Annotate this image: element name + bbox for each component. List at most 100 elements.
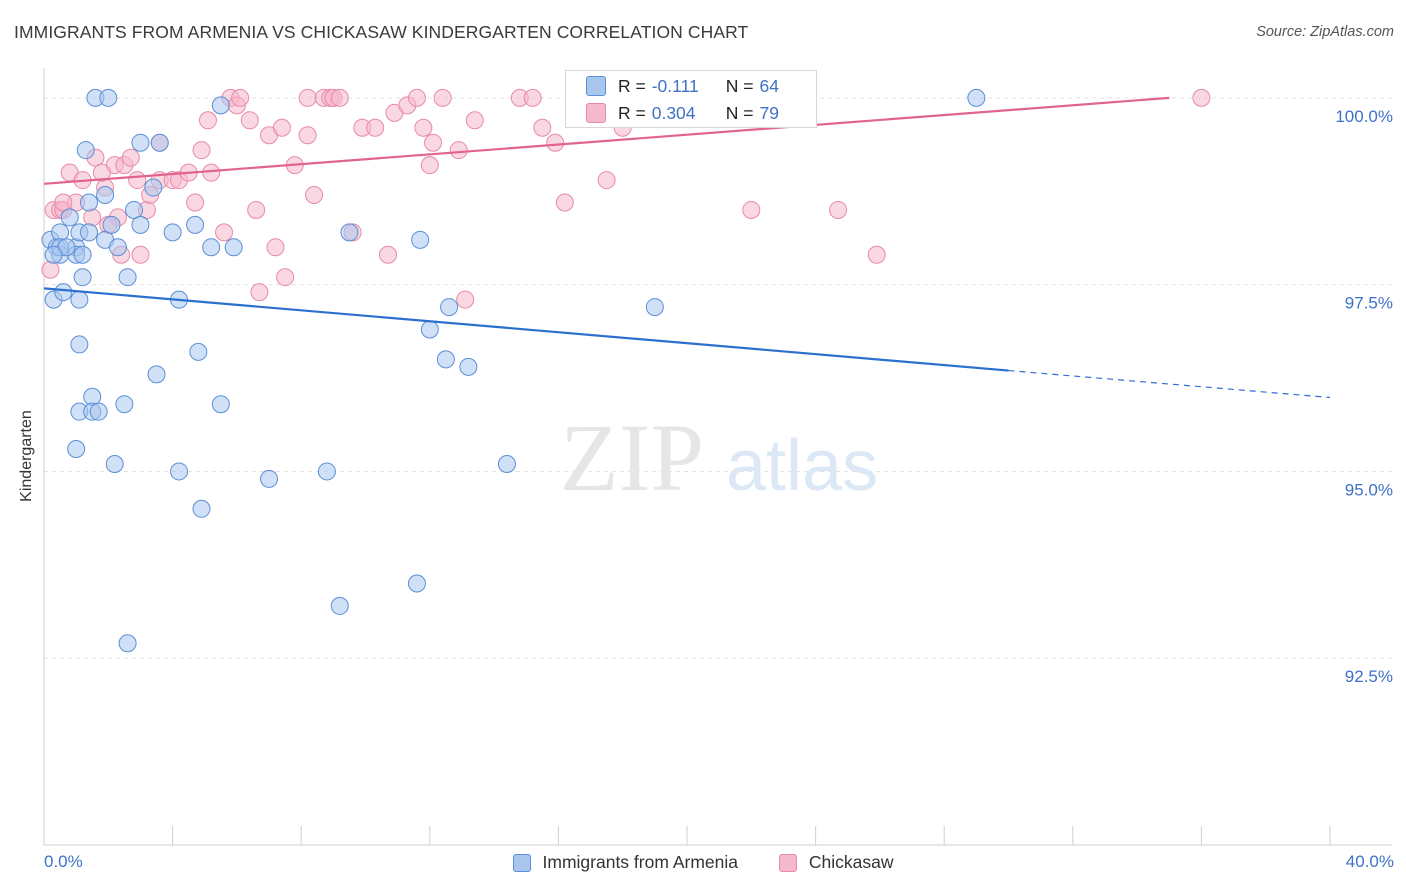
armenia-point xyxy=(131,133,150,152)
armenia-swatch xyxy=(586,76,606,96)
armenia-point xyxy=(67,440,86,459)
chickasaw-point xyxy=(456,290,475,309)
chickasaw-point xyxy=(247,200,266,219)
armenia-point xyxy=(147,365,166,384)
legend-item-armenia[interactable]: Immigrants from Armenia xyxy=(512,852,738,873)
chickasaw-point xyxy=(131,245,150,264)
armenia-point xyxy=(80,223,99,242)
armenia-point xyxy=(317,462,336,481)
series-armenia-points xyxy=(41,88,986,653)
watermark-atlas: atlas xyxy=(726,426,878,506)
armenia-point xyxy=(99,88,118,107)
chickasaw-point xyxy=(366,118,385,137)
armenia-point xyxy=(102,215,121,234)
legend-label-chickasaw: Chickasaw xyxy=(808,852,894,872)
chickasaw-point xyxy=(533,118,552,137)
chickasaw-point xyxy=(465,111,484,130)
chickasaw-point xyxy=(276,268,295,287)
chickasaw-point xyxy=(121,148,140,167)
chickasaw-point xyxy=(330,88,349,107)
chickasaw-trend-line xyxy=(43,96,1170,185)
chickasaw-r-label: R = xyxy=(618,102,646,123)
armenia-point xyxy=(80,193,99,212)
chickasaw-point xyxy=(41,260,60,279)
chickasaw-point xyxy=(407,88,426,107)
chickasaw-point xyxy=(829,200,848,219)
armenia-point xyxy=(436,350,455,369)
chickasaw-point xyxy=(555,193,574,212)
legend-swatch-armenia xyxy=(512,853,531,872)
chickasaw-point xyxy=(128,171,147,190)
armenia-point xyxy=(260,469,279,488)
armenia-point xyxy=(340,223,359,242)
armenia-point xyxy=(163,223,182,242)
armenia-point xyxy=(170,462,189,481)
armenia-trend-extension xyxy=(1008,369,1331,399)
stats-row-armenia: R = -0.111 N = 64 xyxy=(586,74,779,98)
chart-title: IMMIGRANTS FROM ARMENIA VS CHICKASAW KIN… xyxy=(14,22,749,42)
chickasaw-point xyxy=(192,141,211,160)
armenia-point xyxy=(125,200,144,219)
chickasaw-point xyxy=(202,163,221,182)
chickasaw-point xyxy=(424,133,443,152)
armenia-point xyxy=(70,335,89,354)
chickasaw-point xyxy=(867,245,886,264)
y-tick-label-0: 100.0% xyxy=(1335,107,1393,126)
x-tick-label-min: 0.0% xyxy=(44,852,83,871)
chickasaw-r-value: 0.304 xyxy=(651,102,696,123)
chickasaw-point xyxy=(231,88,250,107)
chickasaw-swatch xyxy=(586,103,606,123)
armenia-point xyxy=(186,215,205,234)
armenia-point xyxy=(96,186,115,205)
legend-label-armenia: Immigrants from Armenia xyxy=(542,852,738,872)
armenia-point xyxy=(118,634,137,653)
armenia-point xyxy=(76,141,95,160)
y-tick-label-1: 97.5% xyxy=(1345,294,1393,313)
series-legend: Immigrants from Armenia Chickasaw xyxy=(0,852,1406,877)
armenia-point xyxy=(420,320,439,339)
stats-legend: R = -0.111 N = 64 R = 0.304 N = 79 xyxy=(565,70,817,128)
chickasaw-point xyxy=(449,141,468,160)
armenia-point xyxy=(202,238,221,257)
armenia-point xyxy=(54,283,73,302)
x-tick-label-max: 40.0% xyxy=(1345,852,1394,871)
chickasaw-point xyxy=(92,163,111,182)
armenia-point xyxy=(70,290,89,309)
chickasaw-point xyxy=(742,200,761,219)
chickasaw-point xyxy=(198,111,217,130)
armenia-point xyxy=(224,238,243,257)
trend-lines xyxy=(43,96,1331,399)
chickasaw-point xyxy=(305,186,324,205)
armenia-point xyxy=(967,88,986,107)
chickasaw-n-value: 79 xyxy=(759,102,779,123)
armenia-point xyxy=(189,342,208,361)
armenia-point xyxy=(115,395,134,414)
chickasaw-point xyxy=(433,88,452,107)
chickasaw-point xyxy=(240,111,259,130)
legend-item-chickasaw[interactable]: Chickasaw xyxy=(778,852,894,873)
armenia-point xyxy=(211,96,230,115)
chickasaw-point xyxy=(298,88,317,107)
armenia-point xyxy=(645,298,664,317)
y-tick-label-3: 92.5% xyxy=(1345,667,1393,686)
chickasaw-point xyxy=(597,171,616,190)
y-tick-labels: 100.0% 97.5% 95.0% 92.5% xyxy=(1335,107,1393,686)
chickasaw-point xyxy=(414,118,433,137)
armenia-point xyxy=(44,245,63,264)
armenia-r-label: R = xyxy=(618,75,646,96)
chickasaw-point xyxy=(1192,88,1211,107)
chickasaw-point xyxy=(298,126,317,145)
armenia-point xyxy=(73,268,92,287)
chickasaw-point xyxy=(523,88,542,107)
chickasaw-point xyxy=(272,118,291,137)
armenia-point xyxy=(150,133,169,152)
chickasaw-point xyxy=(83,208,102,227)
armenia-point xyxy=(89,402,108,421)
armenia-point xyxy=(73,245,92,264)
chickasaw-point xyxy=(266,238,285,257)
watermark-zip: ZIP xyxy=(560,404,704,511)
armenia-point xyxy=(60,208,79,227)
armenia-point xyxy=(211,395,230,414)
armenia-point xyxy=(330,596,349,615)
